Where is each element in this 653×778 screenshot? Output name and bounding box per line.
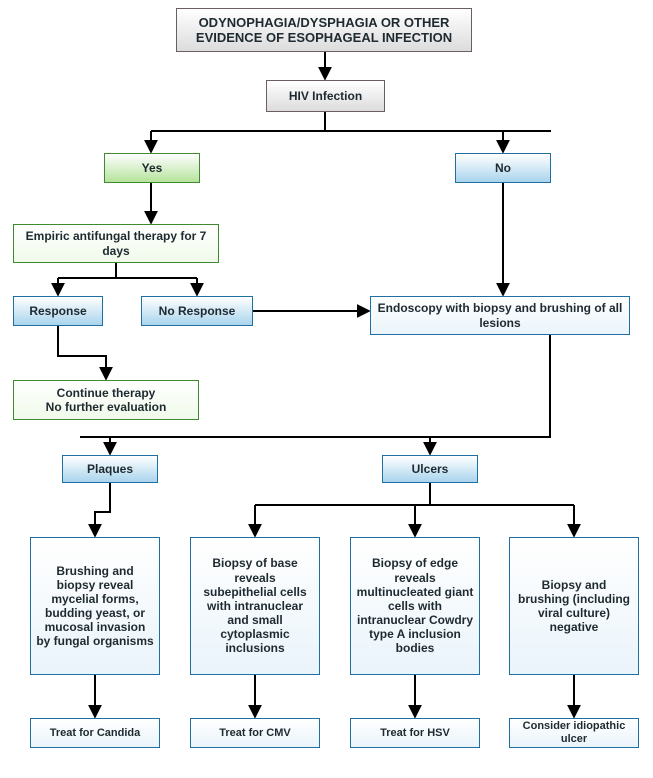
edge-15 <box>255 483 574 505</box>
node-no: No <box>455 153 551 183</box>
node-endoscopy: Endoscopy with biopsy and brushing of al… <box>370 296 630 335</box>
node-ulcers: Ulcers <box>382 455 478 483</box>
node-empiric: Empiric antifungal therapy for 7 days <box>13 224 219 263</box>
node-t_cmv: Treat for CMV <box>190 718 320 748</box>
edge-5 <box>58 263 197 278</box>
node-noresp: No Response <box>141 296 253 326</box>
node-d_cmv: Biopsy of base reveals subepithelial cel… <box>190 537 320 675</box>
node-response: Response <box>13 296 103 326</box>
node-t_idio: Consider idiopathic ulcer <box>509 718 639 748</box>
edge-9 <box>58 326 106 378</box>
edge-1 <box>151 112 551 131</box>
node-d_neg: Biopsy and brushing (including viral cul… <box>509 537 639 675</box>
node-plaques: Plaques <box>62 455 158 483</box>
node-hiv: HIV Infection <box>266 80 385 112</box>
node-continue: Continue therapy No further evaluation <box>13 380 199 420</box>
node-d_hsv: Biopsy of edge reveals multinucleated gi… <box>350 537 480 675</box>
node-d_candida: Brushing and biopsy reveal mycelial form… <box>30 537 160 675</box>
node-yes: Yes <box>104 153 200 183</box>
edge-14 <box>95 483 110 535</box>
node-t_candida: Treat for Candida <box>30 718 160 748</box>
node-title: ODYNOPHAGIA/DYSPHAGIA OR OTHER EVIDENCE … <box>176 8 472 52</box>
node-t_hsv: Treat for HSV <box>350 718 480 748</box>
